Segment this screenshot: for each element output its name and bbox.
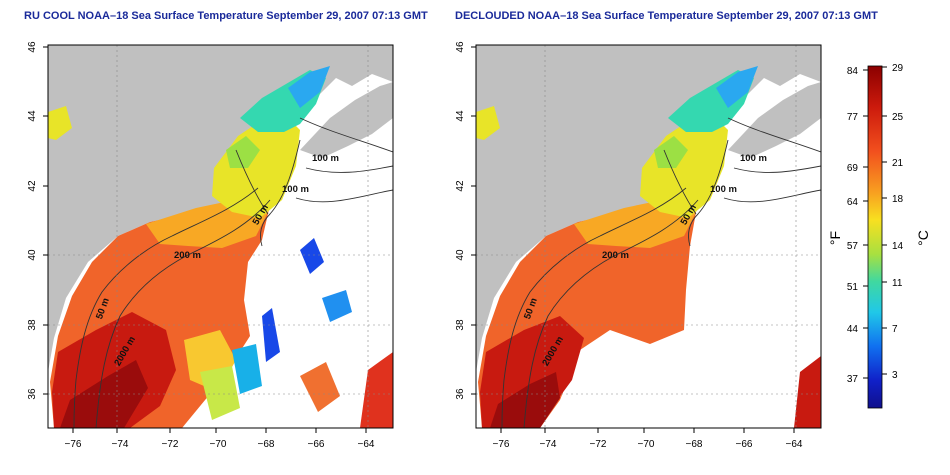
right-contour-label-1: 100 m <box>740 153 767 164</box>
right-land-mainland <box>476 45 821 372</box>
colorbar-f-tick-2: 77 <box>847 112 859 123</box>
right-panel-title: DECLOUDED NOAA–18 Sea Surface Temperatur… <box>455 10 878 22</box>
colorbar-c-tick-1: 29 <box>892 63 904 74</box>
right-isobaths <box>501 117 821 428</box>
right-map-frame <box>475 44 822 429</box>
cold-patch-3 <box>322 290 352 322</box>
right-x-tick-6: −66 <box>736 439 753 450</box>
colorbar-f-tick-6: 51 <box>847 282 859 293</box>
right-gulf-water <box>640 116 728 218</box>
left-x-tick-7: −64 <box>358 439 375 450</box>
colorbar-fahrenheit-label: °F <box>827 231 843 245</box>
colorbar-c-tick-6: 11 <box>892 278 903 289</box>
left-y-tick-2: 38 <box>27 319 38 331</box>
colorbar-f-tick-3: 69 <box>847 163 859 174</box>
right-y-tick-6: 46 <box>455 41 466 53</box>
colorbar-c-tick-5: 14 <box>892 241 904 252</box>
left-panel-title: RU COOL NOAA–18 Sea Surface Temperature … <box>24 10 428 22</box>
left-y-tick-1: 36 <box>27 388 38 400</box>
colorbar-f-tick-5: 57 <box>847 241 859 252</box>
colorbar-f-tick-8: 37 <box>847 374 859 385</box>
left-y-tick-6: 46 <box>27 41 38 53</box>
left-x-tick-6: −66 <box>308 439 325 450</box>
colorbar-c-tick-4: 18 <box>892 194 904 205</box>
right-x-tick-4: −70 <box>638 439 655 450</box>
colorbar: 84 77 69 64 57 51 44 37 29 25 21 18 14 1… <box>827 63 931 409</box>
cold-water-north <box>288 66 330 108</box>
right-contour-label-2: 100 m <box>710 184 737 195</box>
left-contour-label-2: 100 m <box>282 184 309 195</box>
left-contour-label-4: 200 m <box>174 250 201 261</box>
right-y-tick-3: 40 <box>455 249 466 261</box>
left-contour-label-1: 100 m <box>312 153 339 164</box>
right-greenish-water <box>654 136 688 168</box>
left-x-tick-2: −74 <box>112 439 129 450</box>
colorbar-f-tick-7: 44 <box>847 324 859 335</box>
right-x-tick-7: −64 <box>786 439 803 450</box>
speckle-patch-4 <box>300 362 340 412</box>
colorbar-f-tick-4: 64 <box>847 197 859 208</box>
cold-patch-2 <box>262 308 280 362</box>
right-x-tick-1: −76 <box>493 439 510 450</box>
left-map-panel: 100 m 100 m 50 m 200 m 50 m 2000 m −76 −… <box>27 41 394 450</box>
right-dark-red-nearshore <box>490 372 560 428</box>
left-x-tick-1: −76 <box>65 439 82 450</box>
right-contour-label-4: 200 m <box>602 250 629 261</box>
right-grid <box>476 45 821 428</box>
colorbar-c-tick-2: 25 <box>892 112 904 123</box>
colorbar-c-tick-8: 3 <box>892 370 898 381</box>
greenish-water <box>226 136 260 168</box>
speckle-patch-3 <box>232 344 262 394</box>
left-map-frame <box>47 44 394 429</box>
right-y-tick-5: 44 <box>455 110 466 122</box>
colorbar-c-tick-7: 7 <box>892 324 898 335</box>
left-y-tick-5: 44 <box>27 110 38 122</box>
left-grid <box>48 45 393 428</box>
land-nova-scotia <box>300 82 393 158</box>
colorbar-gradient <box>867 65 883 409</box>
right-x-tick-5: −68 <box>686 439 703 450</box>
colorbar-c-tick-3: 21 <box>892 158 904 169</box>
right-land-nova-scotia <box>728 82 821 158</box>
speckle-patch-2 <box>200 366 240 420</box>
right-map-panel: 100 m 100 m 50 m 200 m 50 m 2000 m −76 −… <box>455 41 822 450</box>
left-isobaths <box>73 117 393 428</box>
right-y-tick-2: 38 <box>455 319 466 331</box>
cold-patch-1 <box>300 238 324 274</box>
left-x-tick-4: −70 <box>210 439 227 450</box>
gulf-of-maine-water <box>212 116 300 218</box>
left-y-tick-3: 40 <box>27 249 38 261</box>
right-x-tick-2: −74 <box>540 439 557 450</box>
left-y-tick-4: 42 <box>27 180 38 192</box>
right-y-tick-1: 36 <box>455 388 466 400</box>
western-cool-patch <box>48 106 72 140</box>
right-southeast-warm <box>794 356 821 428</box>
right-y-tick-4: 42 <box>455 180 466 192</box>
right-western-cool-patch <box>476 106 500 140</box>
right-x-tick-3: −72 <box>590 439 607 450</box>
colorbar-f-tick-1: 84 <box>847 66 859 77</box>
colorbar-celsius-label: °C <box>915 230 931 246</box>
left-x-tick-5: −68 <box>258 439 275 450</box>
land-mainland <box>48 45 393 372</box>
left-x-tick-3: −72 <box>162 439 179 450</box>
right-cold-water <box>716 66 758 108</box>
